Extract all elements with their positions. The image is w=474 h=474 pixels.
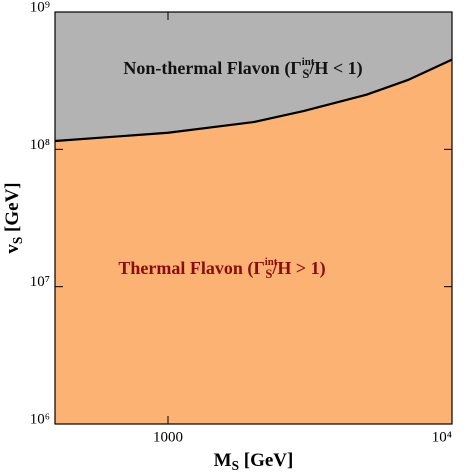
text-part: S (265, 267, 272, 281)
annotation: Non-thermal Flavon (Γint S/H < 1) (123, 56, 362, 80)
text-part: S (232, 458, 239, 473)
text-part: M (214, 450, 232, 471)
y-tick-label: 10⁶ (30, 411, 50, 427)
region-above (55, 12, 452, 141)
text-part: int (265, 256, 278, 268)
y-axis-label: vS [GeV] (2, 182, 25, 253)
y-tick-label: 10⁹ (30, 0, 50, 15)
region-below (55, 59, 452, 424)
text-part: Thermal Flavon (Γ (118, 258, 264, 279)
text-part: /H > 1) (271, 258, 325, 279)
x-tick-label: 1000 (153, 429, 183, 445)
text-part: S (10, 237, 25, 244)
y-tick-label: 10⁸ (30, 137, 50, 153)
x-axis-label: MS [GeV] (214, 450, 294, 473)
text-part: [GeV] (239, 450, 293, 471)
text-part: v (2, 244, 23, 254)
text-part: /H < 1) (308, 58, 362, 79)
text-part: Non-thermal Flavon (Γ (123, 58, 301, 79)
text-part: [GeV] (2, 182, 23, 236)
boundary-line (54, 58, 453, 143)
text-part: S (302, 67, 309, 81)
text-part: int (302, 56, 315, 68)
y-tick-label: 10⁷ (30, 274, 50, 290)
plot-frame (54, 11, 453, 425)
annotation: Thermal Flavon (Γint S/H > 1) (118, 256, 325, 280)
x-tick-label: 10⁴ (432, 429, 452, 445)
